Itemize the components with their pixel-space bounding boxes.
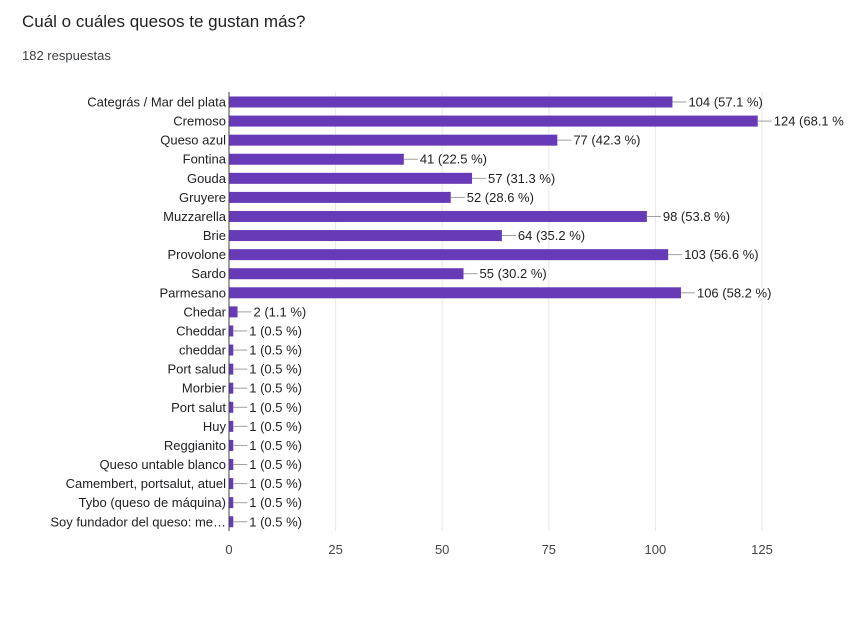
data-label: 104 (57.1 %) — [688, 95, 762, 110]
data-label: 55 (30.2 %) — [480, 266, 547, 281]
category-label: Sardo — [191, 266, 226, 281]
category-label: cheddar — [179, 343, 227, 358]
question-title: Cuál o cuáles quesos te gustan más? — [22, 12, 306, 31]
bar — [229, 344, 234, 356]
category-label: Gruyere — [179, 190, 226, 205]
bar — [229, 153, 404, 165]
data-label: 77 (42.3 %) — [573, 133, 640, 148]
data-label: 106 (58.2 %) — [697, 285, 771, 300]
category-label: Queso azul — [160, 133, 226, 148]
category-label: Soy fundador del queso: me… — [50, 514, 226, 529]
data-label: 1 (0.5 %) — [249, 419, 302, 434]
category-label: Camembert, portsalut, atuel — [66, 476, 227, 491]
data-label: 1 (0.5 %) — [249, 323, 302, 338]
bar — [229, 459, 234, 471]
bar — [229, 478, 234, 490]
data-label: 98 (53.8 %) — [663, 209, 730, 224]
response-count: 182 respuestas — [22, 48, 111, 63]
bar — [229, 191, 451, 203]
bar — [229, 401, 234, 413]
bar — [229, 249, 669, 261]
bar — [229, 382, 234, 394]
category-label: Port salut — [171, 400, 226, 415]
data-label: 124 (68.1 % — [774, 114, 845, 129]
bar — [229, 420, 234, 432]
data-label: 1 (0.5 %) — [249, 495, 302, 510]
category-label: Brie — [203, 228, 226, 243]
data-label: 57 (31.3 %) — [488, 171, 555, 186]
x-tick-label: 125 — [751, 542, 773, 557]
category-label: Fontina — [183, 152, 227, 167]
data-label: 2 (1.1 %) — [254, 304, 307, 319]
category-label: Provolone — [167, 247, 226, 262]
data-label: 1 (0.5 %) — [249, 400, 302, 415]
bar — [229, 172, 473, 184]
bar — [229, 115, 758, 127]
category-label: Gouda — [187, 171, 227, 186]
bar — [229, 134, 558, 146]
bar — [229, 230, 502, 242]
x-tick-label: 25 — [328, 542, 342, 557]
category-label: Cremoso — [173, 114, 226, 129]
data-label: 52 (28.6 %) — [467, 190, 534, 205]
category-label: Tybo (queso de máquina) — [79, 495, 226, 510]
category-label: Chedar — [183, 304, 226, 319]
bar — [229, 439, 234, 451]
category-label: Cheddar — [176, 323, 227, 338]
bar — [229, 210, 647, 222]
data-label: 1 (0.5 %) — [249, 438, 302, 453]
data-label: 1 (0.5 %) — [249, 514, 302, 529]
x-tick-label: 50 — [435, 542, 449, 557]
data-label: 1 (0.5 %) — [249, 476, 302, 491]
category-label: Queso untable blanco — [100, 457, 226, 472]
category-label: Huy — [203, 419, 227, 434]
bar — [229, 287, 681, 299]
bar — [229, 363, 234, 375]
data-label: 1 (0.5 %) — [249, 362, 302, 377]
data-label: 64 (35.2 %) — [518, 228, 585, 243]
bar — [229, 516, 234, 528]
x-tick-label: 100 — [645, 542, 667, 557]
x-tick-label: 75 — [542, 542, 556, 557]
bar — [229, 268, 464, 280]
data-label: 1 (0.5 %) — [249, 343, 302, 358]
category-label: Reggianito — [164, 438, 226, 453]
category-label: Categrás / Mar del plata — [87, 95, 227, 110]
category-label: Morbier — [182, 381, 227, 396]
bar — [229, 325, 234, 337]
data-label: 41 (22.5 %) — [420, 152, 487, 167]
category-label: Port salud — [167, 362, 226, 377]
data-label: 1 (0.5 %) — [249, 381, 302, 396]
bar — [229, 96, 673, 108]
data-label: 1 (0.5 %) — [249, 457, 302, 472]
category-label: Parmesano — [160, 285, 226, 300]
data-label: 103 (56.6 %) — [684, 247, 758, 262]
bar — [229, 306, 238, 318]
bar — [229, 497, 234, 509]
x-tick-label: 0 — [225, 542, 232, 557]
category-label: Muzzarella — [163, 209, 227, 224]
